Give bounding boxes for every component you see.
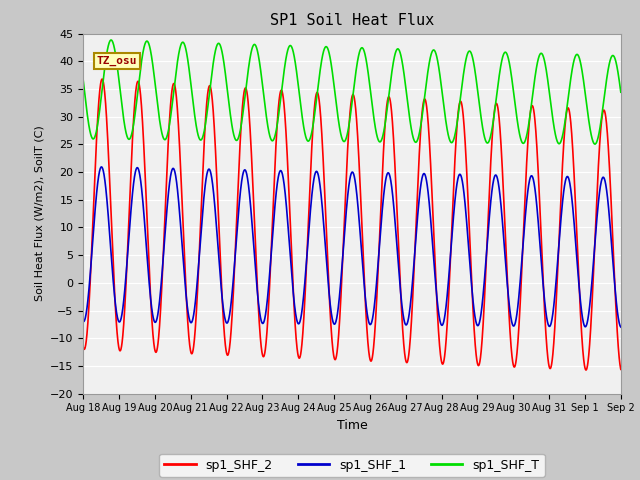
sp1_SHF_1 — [285, 243, 293, 249]
sp1_SHF_1 — [141, 221, 148, 227]
sp1_SHF_T — [548, 114, 556, 120]
Line: sp1_SHF_T: sp1_SHF_T — [83, 40, 621, 144]
sp1_SHF_T — [617, 89, 625, 95]
sp1_SHF_2 — [607, 187, 614, 193]
X-axis label: Time: Time — [337, 419, 367, 432]
sp1_SHF_2 — [173, 96, 180, 102]
sp1_SHF_T — [591, 141, 599, 147]
sp1_SHF_1 — [173, 180, 180, 185]
sp1_SHF_1 — [548, 313, 556, 319]
Legend: sp1_SHF_2, sp1_SHF_1, sp1_SHF_T: sp1_SHF_2, sp1_SHF_1, sp1_SHF_T — [159, 454, 545, 477]
sp1_SHF_T — [141, 42, 148, 48]
sp1_SHF_T — [285, 43, 293, 49]
sp1_SHF_2 — [309, 126, 317, 132]
sp1_SHF_T — [173, 65, 180, 71]
sp1_SHF_1 — [309, 184, 317, 190]
Line: sp1_SHF_1: sp1_SHF_1 — [83, 167, 621, 327]
sp1_SHF_2 — [548, 355, 556, 360]
sp1_SHF_T — [607, 56, 614, 62]
sp1_SHF_2 — [79, 344, 87, 350]
Y-axis label: Soil Heat Flux (W/m2), SoilT (C): Soil Heat Flux (W/m2), SoilT (C) — [35, 126, 44, 301]
sp1_SHF_1 — [617, 324, 625, 330]
sp1_SHF_1 — [98, 164, 106, 170]
sp1_SHF_T — [79, 77, 87, 83]
sp1_SHF_1 — [607, 227, 614, 232]
sp1_SHF_2 — [617, 367, 625, 372]
sp1_SHF_T — [309, 124, 317, 130]
sp1_SHF_1 — [79, 319, 87, 324]
Line: sp1_SHF_2: sp1_SHF_2 — [83, 79, 621, 370]
Text: TZ_osu: TZ_osu — [97, 56, 137, 66]
sp1_SHF_2 — [285, 203, 293, 209]
sp1_SHF_2 — [141, 162, 148, 168]
Title: SP1 Soil Heat Flux: SP1 Soil Heat Flux — [270, 13, 434, 28]
sp1_SHF_2 — [99, 76, 106, 82]
sp1_SHF_2 — [582, 367, 590, 373]
sp1_SHF_T — [108, 37, 115, 43]
